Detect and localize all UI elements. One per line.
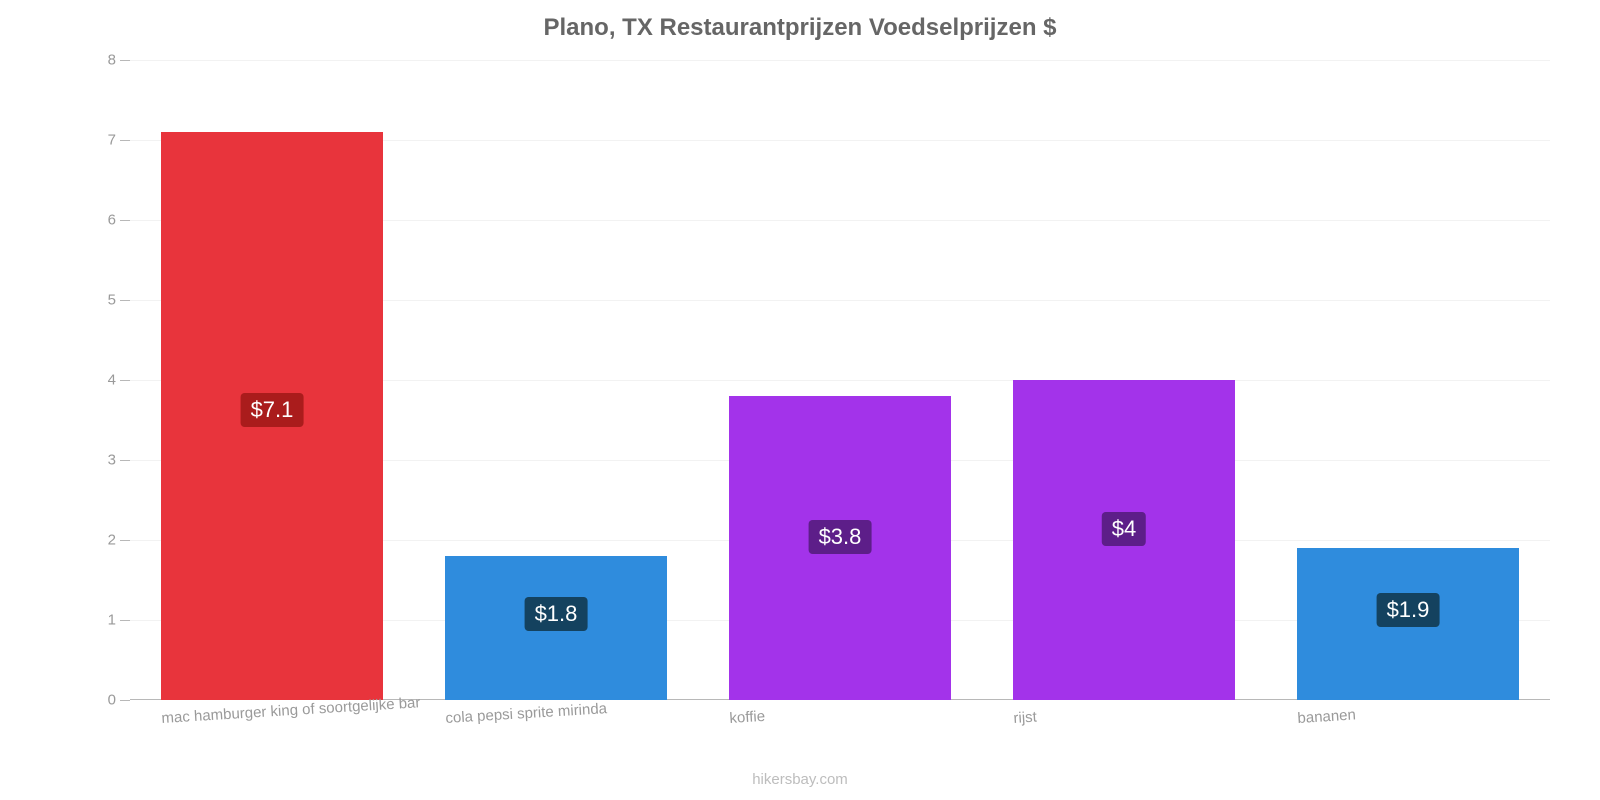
y-tick: [120, 140, 130, 141]
chart-title: Plano, TX Restaurantprijzen Voedselprijz…: [0, 0, 1600, 42]
y-tick: [120, 300, 130, 301]
y-tick-label: 6: [108, 212, 116, 229]
y-tick: [120, 60, 130, 61]
value-label: $4: [1102, 512, 1146, 546]
y-tick-label: 1: [108, 612, 116, 629]
x-tick-label: koffie: [729, 708, 766, 727]
price-bar-chart: Plano, TX Restaurantprijzen Voedselprijz…: [0, 0, 1600, 800]
bar: $3.8: [729, 396, 951, 700]
y-tick: [120, 700, 130, 701]
y-tick: [120, 220, 130, 221]
bar: $1.8: [445, 556, 667, 700]
x-tick-label: cola pepsi sprite mirinda: [445, 700, 607, 727]
y-tick-label: 0: [108, 692, 116, 709]
value-label: $3.8: [809, 520, 872, 554]
x-tick-label: bananen: [1297, 706, 1356, 727]
gridline: [130, 60, 1550, 61]
x-tick-label: rijst: [1013, 709, 1037, 727]
bar: $4: [1013, 380, 1235, 700]
y-tick-label: 3: [108, 452, 116, 469]
y-tick-label: 4: [108, 372, 116, 389]
value-label: $1.9: [1377, 593, 1440, 627]
y-tick: [120, 460, 130, 461]
y-tick-label: 7: [108, 132, 116, 149]
y-tick: [120, 620, 130, 621]
bar: $1.9: [1297, 548, 1519, 700]
y-tick-label: 2: [108, 532, 116, 549]
plot-area: 012345678$7.1mac hamburger king of soort…: [130, 60, 1550, 700]
bar: $7.1: [161, 132, 383, 700]
y-tick-label: 8: [108, 52, 116, 69]
value-label: $1.8: [525, 597, 588, 631]
y-tick: [120, 380, 130, 381]
y-tick-label: 5: [108, 292, 116, 309]
value-label: $7.1: [241, 393, 304, 427]
attribution-text: hikersbay.com: [0, 771, 1600, 788]
y-tick: [120, 540, 130, 541]
